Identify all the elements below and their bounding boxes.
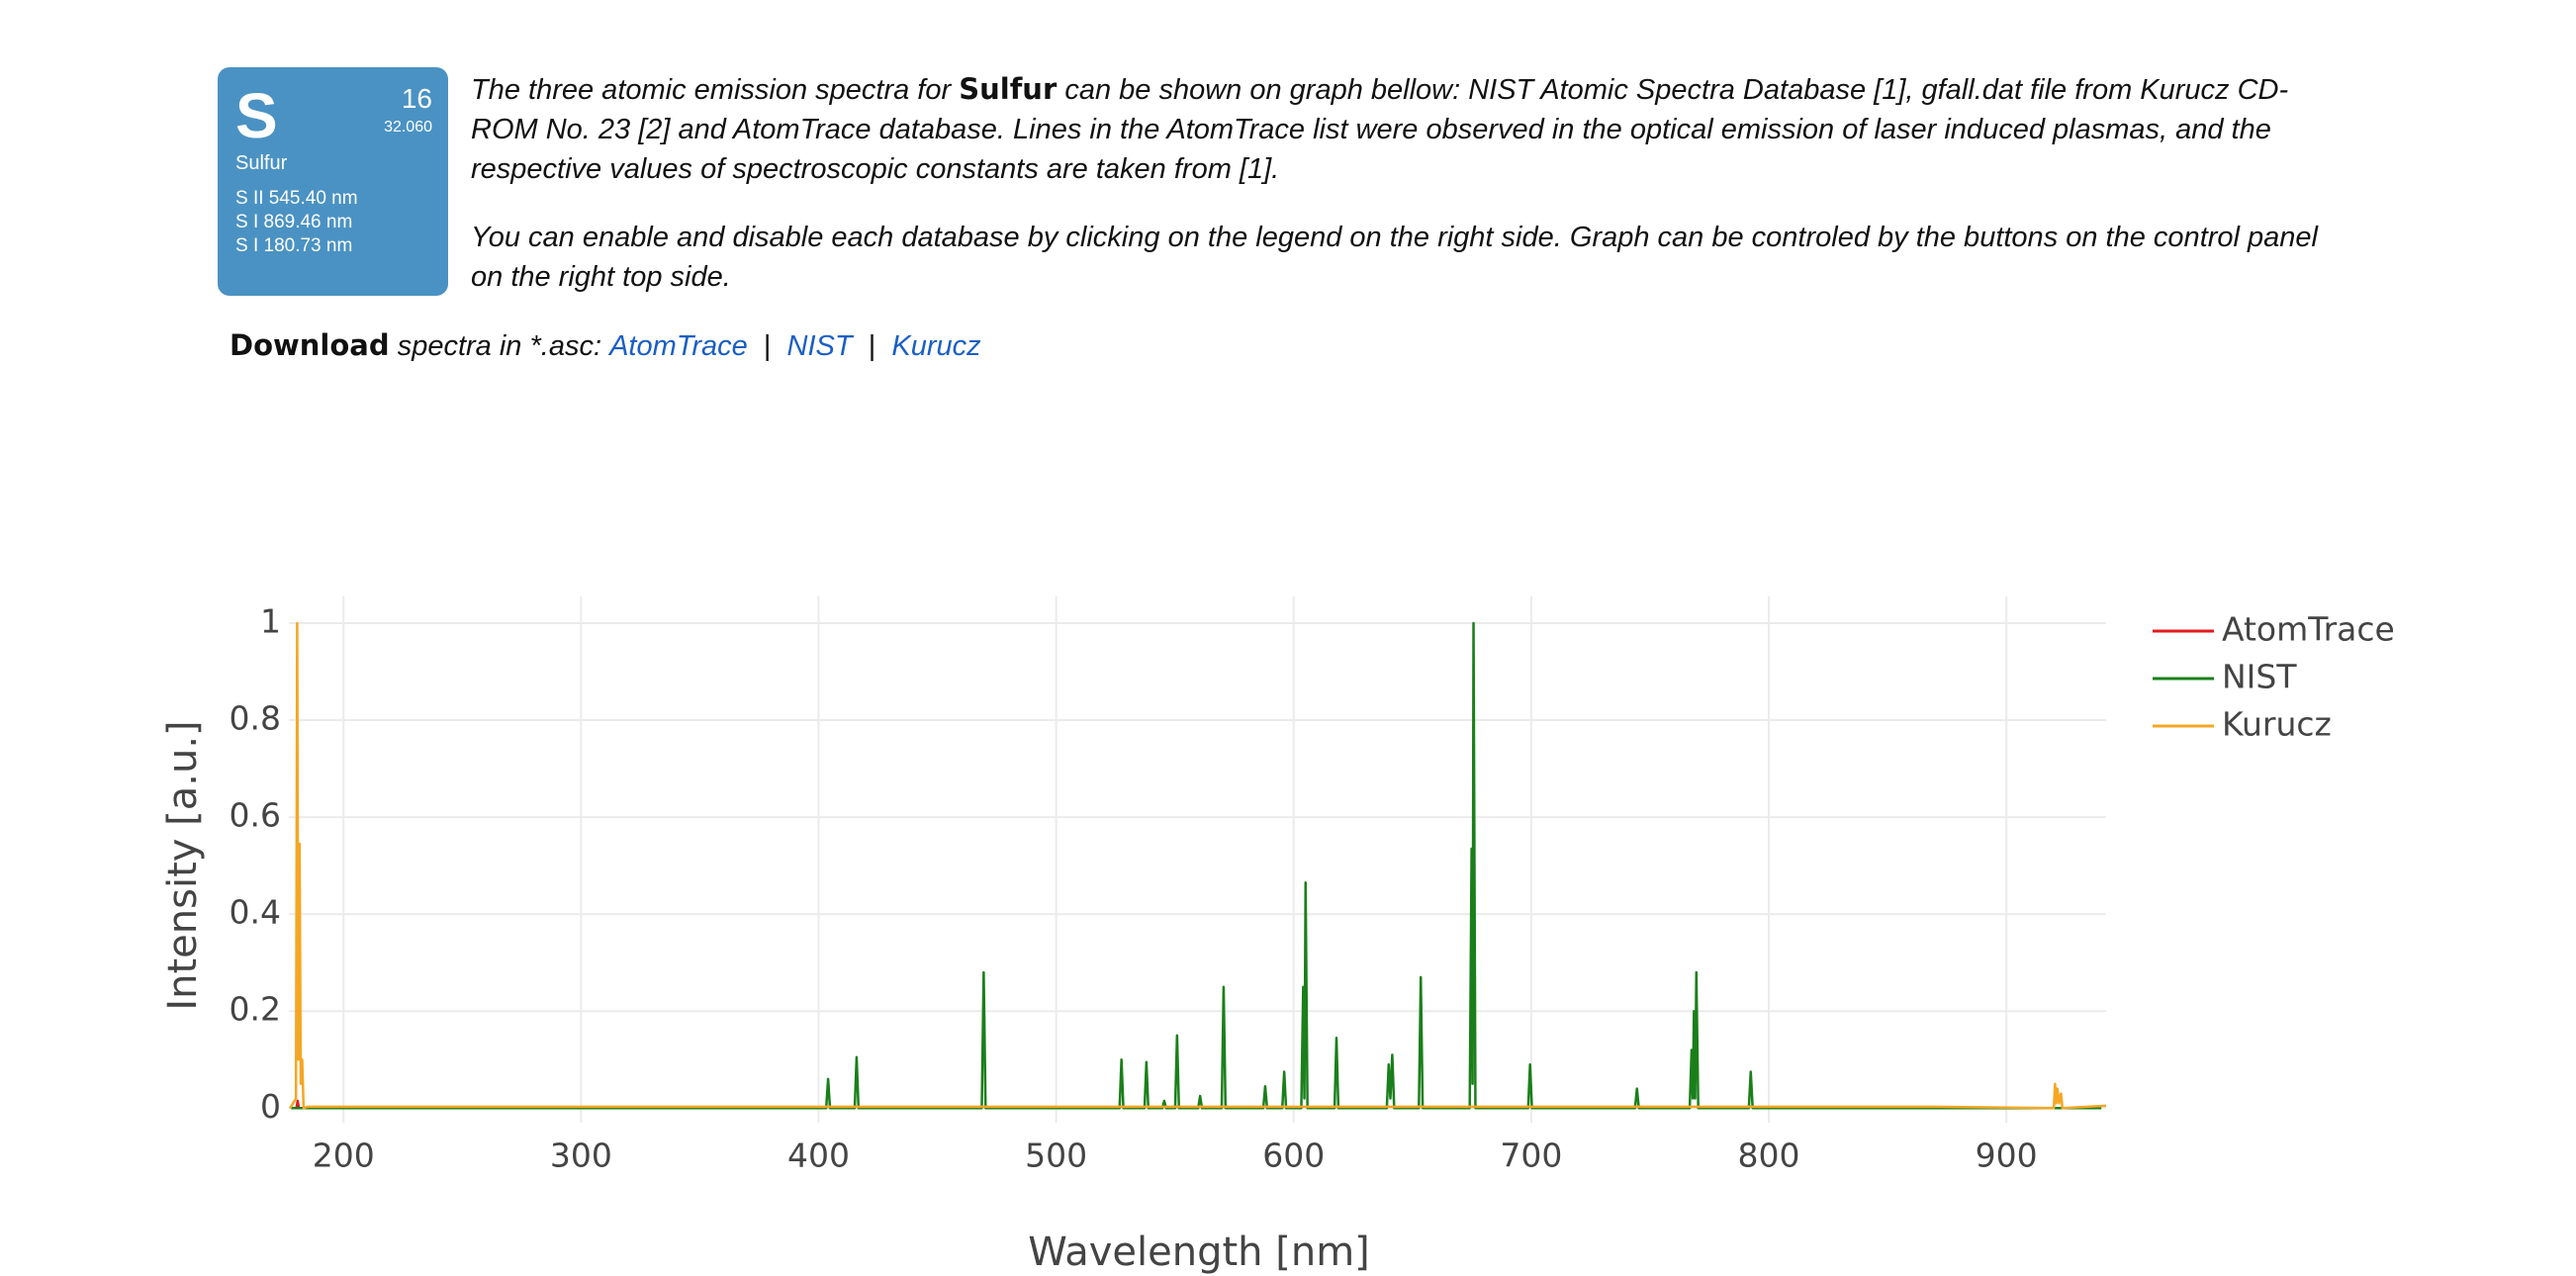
element-card: S 16 32.060 Sulfur S II 545.40 nm S I 86… (218, 67, 448, 296)
atomic-mass: 32.060 (384, 119, 432, 136)
y-tick-label: 0.8 (230, 699, 281, 738)
element-line: S I 180.73 nm (235, 235, 353, 256)
y-tick-label: 0.6 (230, 796, 281, 835)
x-tick-label: 900 (1976, 1137, 2038, 1175)
legend-label: NIST (2222, 658, 2297, 696)
x-tick-label: 500 (1025, 1137, 1087, 1175)
legend-item[interactable]: NIST (2153, 658, 2297, 696)
y-tick-label: 0 (260, 1087, 281, 1126)
separator: | (763, 330, 772, 362)
text: spectra in *.asc: (397, 330, 602, 362)
intro-paragraph: You can enable and disable each database… (471, 222, 2318, 293)
x-tick-label: 200 (313, 1137, 375, 1175)
download-link[interactable]: Kurucz (891, 330, 981, 362)
legend-label: Kurucz (2222, 705, 2332, 744)
element-line: S II 545.40 nm (235, 188, 358, 209)
intro-paragraph: The three atomic emission spectra for Su… (471, 69, 2321, 189)
element-name-bold: Sulfur (959, 72, 1058, 106)
y-tick-label: 0.2 (230, 990, 281, 1029)
x-tick-label: 600 (1262, 1137, 1325, 1175)
download-label: Download (230, 328, 390, 362)
x-axis-title: Wavelength [nm] (1028, 1230, 1370, 1275)
download-link[interactable]: AtomTrace (609, 330, 748, 362)
legend-item[interactable]: Kurucz (2153, 705, 2332, 744)
x-tick-label: 400 (787, 1137, 850, 1175)
download-link[interactable]: NIST (786, 330, 853, 362)
series-line (295, 1099, 301, 1109)
series-line (289, 621, 2106, 1110)
legend-label: AtomTrace (2222, 610, 2395, 649)
x-tick-label: 700 (1500, 1137, 1562, 1175)
y-tick-label: 0.4 (230, 893, 281, 932)
element-name: Sulfur (235, 152, 288, 174)
y-axis-title: Intensity [a.u.] (160, 720, 206, 1010)
download-line: Download spectra in *.asc: AtomTrace | N… (230, 328, 981, 363)
atomic-number: 16 (401, 83, 432, 114)
series-line (291, 621, 2102, 1110)
element-symbol: S (235, 80, 278, 151)
x-tick-label: 300 (550, 1137, 612, 1175)
plot-area (289, 621, 2106, 1110)
legend-item[interactable]: AtomTrace (2153, 610, 2395, 649)
text: The three atomic emission spectra for (471, 74, 952, 106)
separator: | (868, 330, 876, 362)
y-tick-label: 1 (260, 601, 281, 640)
x-tick-label: 800 (1738, 1137, 1800, 1175)
text: can be shown on graph bellow: NIST Atomi… (471, 74, 2289, 185)
element-line: S I 869.46 nm (235, 212, 353, 232)
